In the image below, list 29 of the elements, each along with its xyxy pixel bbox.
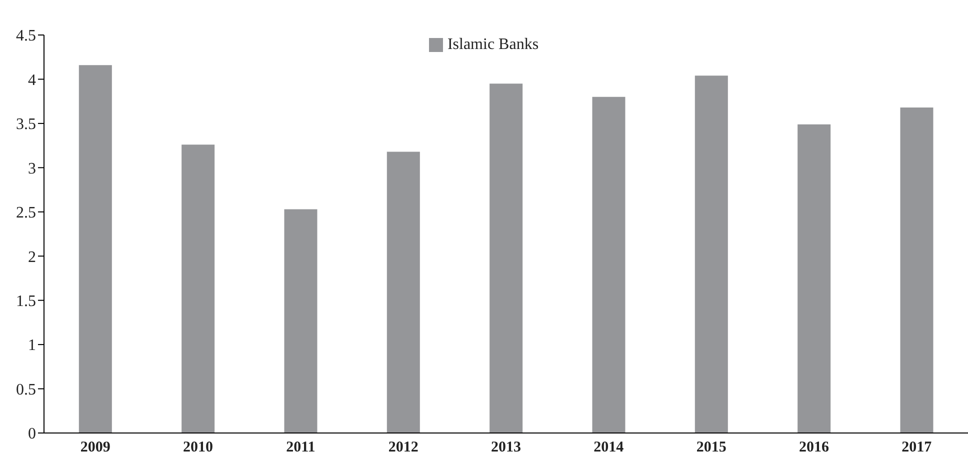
bar [592, 96, 626, 433]
y-tick-label: 2.5 [16, 204, 36, 222]
x-tick-label: 2009 [80, 440, 110, 456]
bar [900, 108, 934, 433]
x-tick-label: 2010 [183, 440, 213, 456]
y-tick-label: 1 [28, 337, 36, 354]
legend-label: Islamic Banks [447, 36, 539, 53]
y-tick-label: 2 [28, 248, 36, 266]
x-tick-label: 2012 [388, 440, 418, 456]
y-tick-label: 4 [28, 72, 36, 89]
bar [284, 209, 318, 433]
bar [182, 144, 215, 433]
y-tick-label: 3 [28, 160, 36, 178]
y-tick-label: 1.5 [16, 293, 36, 310]
bar [798, 124, 831, 433]
x-tick-label: 2013 [491, 440, 521, 456]
bar [490, 84, 523, 433]
bar [694, 76, 728, 433]
x-tick-label: 2014 [594, 440, 624, 456]
x-tick-label: 2017 [902, 440, 932, 456]
x-tick-label: 2016 [799, 440, 830, 456]
y-tick-label: 0.5 [16, 381, 36, 398]
bar [386, 152, 420, 433]
x-tick-label: 2015 [696, 440, 726, 456]
y-tick-label: 3.5 [16, 116, 36, 134]
bar [78, 65, 112, 433]
y-tick-label: 4.5 [16, 28, 36, 45]
y-tick-label: 0 [28, 426, 36, 443]
x-tick-label: 2011 [286, 440, 316, 456]
